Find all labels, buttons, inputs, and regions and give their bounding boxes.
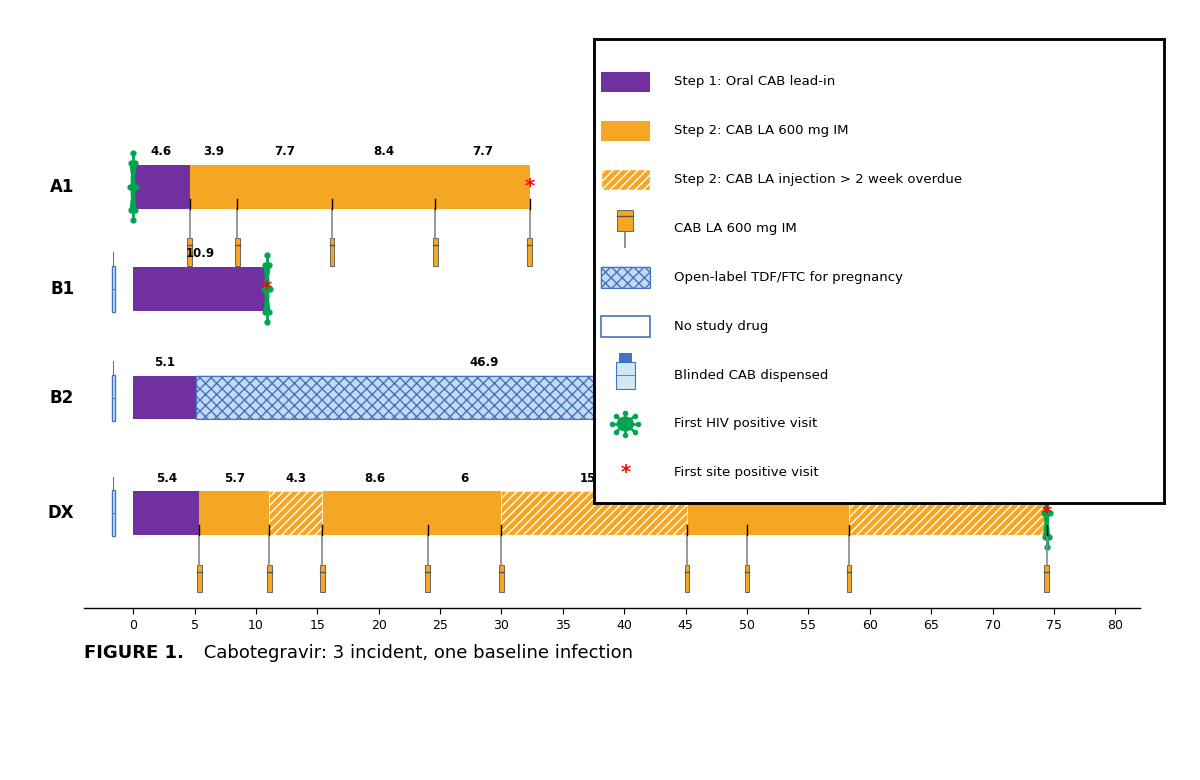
Text: Cabotegravir: 3 incident, one baseline infection: Cabotegravir: 3 incident, one baseline i… [198, 644, 634, 661]
Bar [686, 491, 748, 535]
Text: 5.3: 5.3 [793, 356, 815, 369]
Text: 5.1: 5.1 [154, 356, 175, 369]
Bar [133, 491, 199, 535]
Text: Step 2: CAB LA injection > 2 week overdue: Step 2: CAB LA injection > 2 week overdu… [674, 173, 962, 186]
Bar [502, 491, 686, 535]
Bar [601, 267, 649, 288]
Bar [187, 239, 192, 266]
Circle shape [131, 166, 134, 207]
Text: B2: B2 [50, 388, 74, 406]
Text: First HIV positive visit: First HIV positive visit [674, 417, 817, 431]
Text: No study drug: No study drug [674, 320, 768, 333]
Text: 5.7: 5.7 [224, 472, 245, 484]
Bar [113, 477, 114, 490]
Bar [196, 376, 772, 420]
Bar [320, 565, 324, 592]
Bar [235, 239, 240, 266]
Bar [772, 376, 836, 420]
Bar [197, 565, 202, 592]
Bar [238, 165, 332, 208]
Bar [619, 353, 631, 362]
Text: 8.6: 8.6 [365, 472, 385, 484]
Bar [499, 565, 504, 592]
Bar [268, 565, 271, 592]
Bar [601, 169, 649, 190]
Text: *: * [524, 177, 535, 197]
Text: *: * [1042, 504, 1051, 523]
Bar [112, 490, 115, 536]
Bar [601, 316, 649, 336]
Bar [332, 165, 436, 208]
Circle shape [835, 378, 839, 418]
Bar [848, 491, 1046, 535]
Text: DX: DX [48, 504, 74, 522]
Bar [601, 121, 649, 141]
Bar [270, 491, 323, 535]
Circle shape [265, 268, 269, 309]
Text: Step 1: Oral CAB lead-in: Step 1: Oral CAB lead-in [674, 76, 835, 88]
Bar [436, 165, 529, 208]
Bar [190, 165, 238, 208]
Text: 46.9: 46.9 [469, 356, 498, 369]
Text: 4.9: 4.9 [707, 472, 727, 484]
Text: 7.7: 7.7 [275, 145, 295, 158]
Bar [748, 491, 848, 535]
Bar [617, 211, 634, 231]
Bar [199, 491, 270, 535]
Bar [113, 361, 114, 374]
Bar [133, 267, 266, 310]
Bar [113, 253, 114, 266]
Bar [502, 491, 686, 535]
Bar [684, 565, 689, 592]
Bar [196, 376, 772, 420]
Text: 16.1: 16.1 [934, 472, 962, 484]
Text: *: * [620, 463, 630, 482]
Bar [330, 239, 335, 266]
Bar [323, 491, 428, 535]
Text: FIGURE 1.: FIGURE 1. [84, 644, 184, 661]
Text: 3.9: 3.9 [203, 145, 224, 158]
Text: 8.3: 8.3 [787, 472, 809, 484]
Text: 6: 6 [461, 472, 469, 484]
Bar [745, 565, 750, 592]
Bar [133, 376, 196, 420]
Bar [527, 239, 532, 266]
Text: Blinded CAB dispensed: Blinded CAB dispensed [674, 369, 828, 381]
Text: 10.9: 10.9 [186, 247, 215, 261]
Bar [433, 239, 438, 266]
Circle shape [1045, 493, 1049, 534]
Bar [848, 491, 1046, 535]
Text: 4.6: 4.6 [151, 145, 172, 158]
Text: Open-label TDF/FTC for pregnancy: Open-label TDF/FTC for pregnancy [674, 271, 902, 284]
Text: 5.4: 5.4 [156, 472, 176, 484]
Text: First site positive visit: First site positive visit [674, 466, 818, 480]
Bar [601, 267, 649, 288]
Bar [428, 491, 502, 535]
Text: 4.3: 4.3 [286, 472, 306, 484]
Text: A1: A1 [50, 178, 74, 196]
Text: CAB LA 600 mg IM: CAB LA 600 mg IM [674, 222, 797, 235]
Bar [270, 491, 323, 535]
Bar [133, 165, 190, 208]
Bar [1044, 565, 1049, 592]
Bar [601, 169, 649, 190]
Text: B1: B1 [50, 280, 74, 298]
Bar [601, 72, 649, 92]
Text: *: * [262, 279, 272, 298]
Text: 7.7: 7.7 [472, 145, 493, 158]
Bar [426, 565, 430, 592]
Bar [847, 565, 851, 592]
Text: Step 2: CAB LA 600 mg IM: Step 2: CAB LA 600 mg IM [674, 124, 848, 137]
Bar [112, 266, 115, 312]
Text: 8.4: 8.4 [373, 145, 394, 158]
Text: 15.1: 15.1 [580, 472, 608, 484]
Bar [112, 374, 115, 420]
Circle shape [617, 417, 634, 431]
Bar [616, 362, 635, 388]
